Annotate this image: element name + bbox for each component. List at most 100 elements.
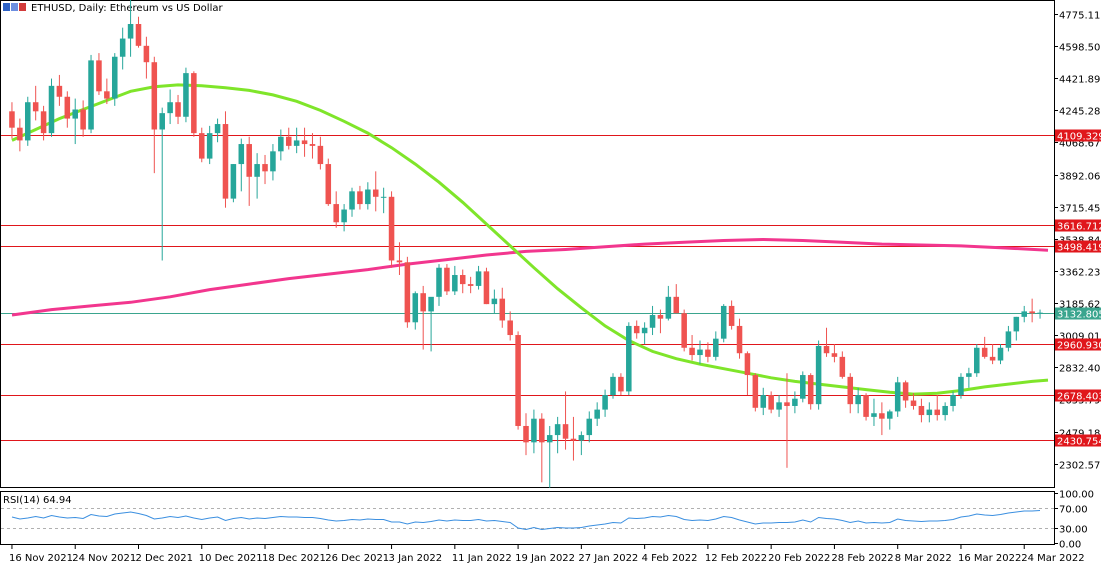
x-axis-tick-label: 20 Feb 2022 — [768, 553, 830, 564]
candle-body — [539, 419, 545, 443]
candle[interactable] — [405, 257, 411, 328]
candle[interactable] — [816, 340, 822, 409]
candle-body — [871, 413, 877, 417]
candle-body — [25, 102, 31, 140]
candle-body — [737, 326, 743, 353]
candle[interactable] — [112, 53, 118, 106]
candle-body — [326, 164, 332, 204]
candle[interactable] — [753, 373, 759, 411]
candle[interactable] — [191, 71, 197, 136]
candle-body — [286, 137, 292, 146]
candle-body — [17, 128, 23, 141]
candle-body — [990, 357, 996, 361]
candle-body — [721, 306, 727, 339]
candle-body — [753, 375, 759, 408]
candle[interactable] — [800, 371, 806, 402]
level-price-tag: 3616.712 — [1055, 220, 1101, 233]
candle-body — [254, 164, 260, 177]
candle-body — [492, 299, 498, 304]
candle[interactable] — [895, 377, 901, 417]
candle[interactable] — [681, 310, 687, 352]
candle[interactable] — [25, 97, 31, 146]
candle-body — [341, 210, 347, 223]
x-axis-tick-label: 2 Dec 2021 — [135, 553, 193, 564]
candle[interactable] — [974, 344, 980, 377]
candle-body — [555, 424, 561, 435]
candle-body — [33, 102, 39, 111]
candle-body — [634, 326, 640, 333]
candle[interactable] — [721, 304, 727, 342]
candle-body — [436, 268, 442, 297]
candle-body — [768, 395, 774, 410]
price-tag-label: 2678.403 — [1057, 392, 1101, 403]
candle-body — [689, 348, 695, 355]
candle-body — [903, 382, 909, 400]
y-axis-tick-label: 4421.890 — [1059, 75, 1101, 86]
price-tag-label: 2960.930 — [1057, 341, 1101, 352]
candle-body — [729, 306, 735, 326]
candle-body — [713, 339, 719, 357]
rsi-axis-tick-label: 30.00 — [1059, 525, 1088, 536]
candle-body — [215, 124, 221, 133]
candle-body — [523, 426, 529, 442]
candle-body — [950, 395, 956, 406]
candle-body — [784, 402, 790, 406]
x-axis-tick-label: 24 Nov 2021 — [72, 553, 136, 564]
candle-body — [507, 320, 513, 335]
current-price-tag: 3132.805 — [1055, 308, 1101, 321]
rsi-title: RSI(14) 64.94 — [3, 495, 72, 506]
candle[interactable] — [88, 55, 94, 133]
x-axis-tick-label: 28 Feb 2022 — [831, 553, 893, 564]
candle-body — [310, 144, 316, 146]
y-axis-tick-label: 2302.570 — [1059, 461, 1101, 472]
level-price-tag: 2678.403 — [1055, 390, 1101, 403]
candle-body — [484, 271, 490, 304]
candle-body — [1014, 317, 1020, 332]
candle[interactable] — [389, 191, 395, 267]
candle[interactable] — [183, 68, 189, 123]
candle-body — [9, 111, 15, 127]
candle[interactable] — [515, 331, 521, 429]
candle-body — [207, 133, 213, 158]
candle-body — [887, 411, 893, 418]
candle-body — [626, 326, 632, 391]
candle-body — [397, 260, 403, 262]
candle[interactable] — [808, 373, 814, 409]
candle[interactable] — [484, 268, 490, 304]
candle-body — [666, 297, 672, 319]
candle[interactable] — [444, 264, 450, 295]
level-price-tag: 4109.329 — [1055, 130, 1101, 143]
y-axis-tick-label: 3892.060 — [1059, 172, 1101, 183]
price-tag-label: 3616.712 — [1057, 222, 1101, 233]
candle[interactable] — [610, 373, 616, 398]
candle-body — [760, 395, 766, 408]
candle-body — [452, 275, 458, 291]
y-axis-tick-label: 4775.110 — [1059, 11, 1101, 22]
candle-body — [705, 350, 711, 357]
candle-body — [658, 315, 664, 319]
candle[interactable] — [326, 159, 332, 206]
price-tag-label: 3132.805 — [1057, 310, 1101, 321]
candle-body — [270, 151, 276, 171]
candle[interactable] — [863, 393, 869, 420]
chart-title: ETHUSD, Daily: Ethereum vs US Dollar — [31, 3, 223, 14]
candle[interactable] — [958, 373, 964, 398]
candle[interactable] — [626, 322, 632, 395]
candle-body — [278, 137, 284, 152]
candle[interactable] — [223, 111, 229, 207]
candle-body — [942, 406, 948, 415]
candle-body — [460, 275, 466, 284]
candle-body — [468, 284, 474, 286]
candle-body — [199, 133, 205, 158]
candle[interactable] — [49, 79, 55, 137]
price-tag-label: 3498.419 — [1057, 243, 1101, 254]
candle-body — [618, 377, 624, 392]
candle[interactable] — [231, 164, 237, 202]
candle-body — [531, 419, 537, 443]
candle-body — [444, 268, 450, 292]
candle-body — [349, 191, 355, 209]
candle-body — [381, 197, 387, 198]
candle-body — [697, 350, 703, 355]
